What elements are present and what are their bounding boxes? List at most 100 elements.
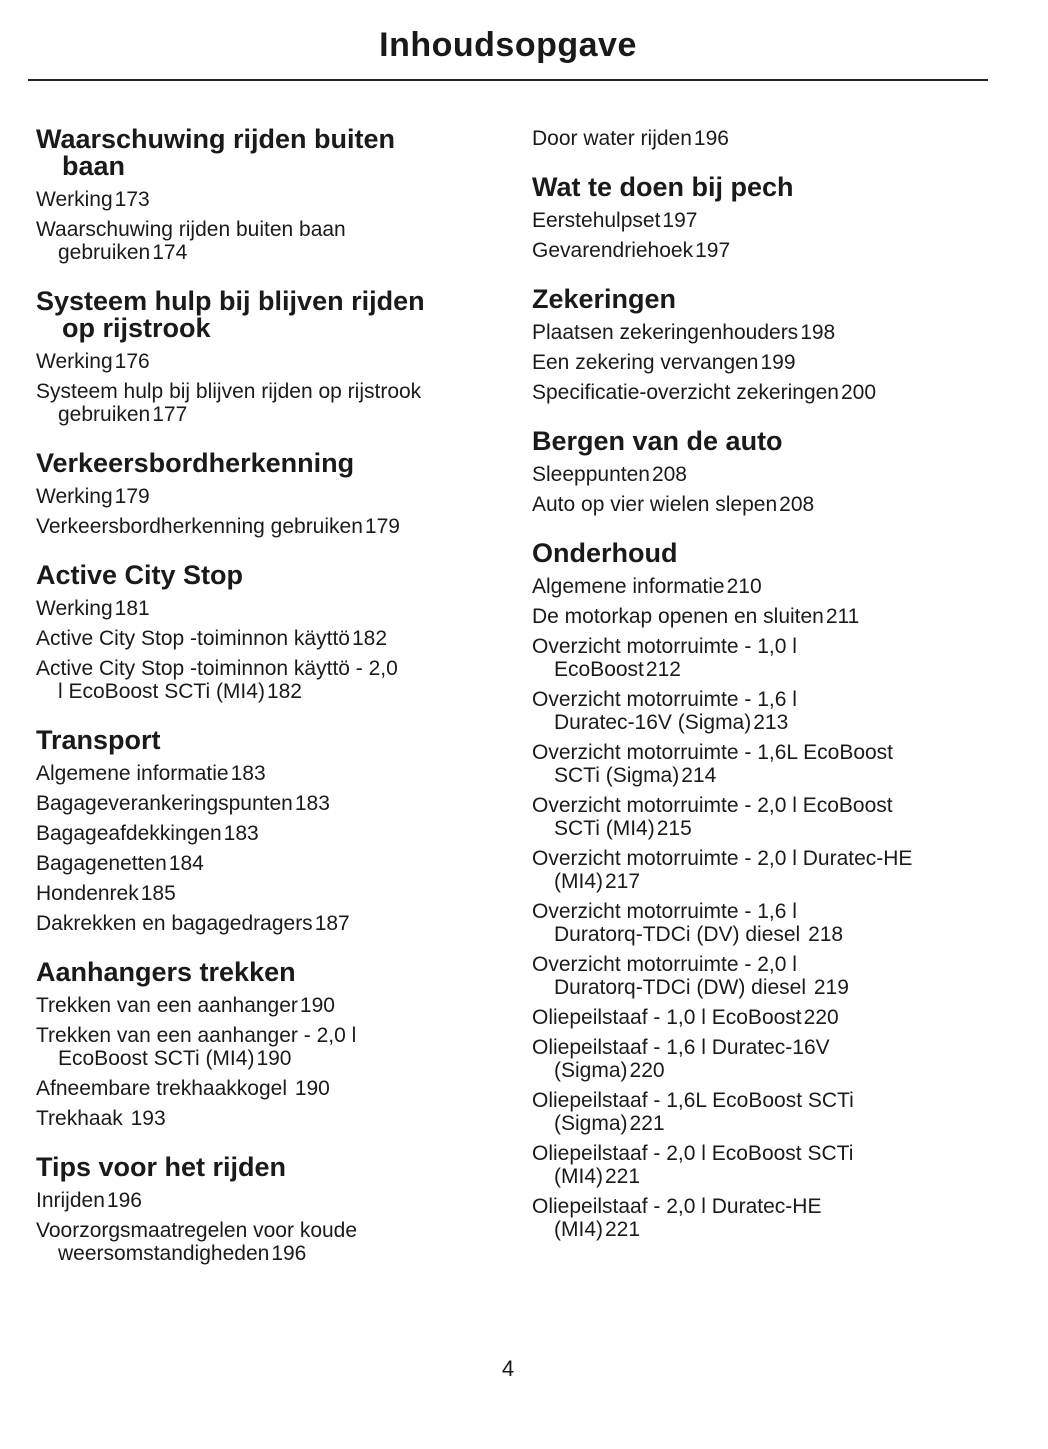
entry-line: Werking176 <box>36 350 484 373</box>
toc-entry[interactable]: Eerstehulpset197 <box>532 209 980 232</box>
toc-entry[interactable]: Gevarendriehoek197 <box>532 239 980 262</box>
toc-entry[interactable]: Bagageafdekkingen183 <box>36 822 484 845</box>
toc-entry[interactable]: Sleeppunten208 <box>532 463 980 486</box>
entry-text: Duratorq-TDCi (DV) diesel <box>554 923 807 946</box>
entry-text: (MI4) <box>554 870 603 893</box>
entry-text: Oliepeilstaaf - 2,0 l Duratec-HE <box>532 1195 822 1218</box>
entry-page: 197 <box>695 239 731 262</box>
entry-page: 213 <box>753 711 789 734</box>
entry-page: 217 <box>605 870 641 893</box>
entry-page: 190 <box>256 1047 292 1070</box>
entry-page: 179 <box>364 515 400 538</box>
toc-entry[interactable]: Werking176 <box>36 350 484 373</box>
entry-text: Een zekering vervangen <box>532 351 759 374</box>
entry-text: Overzicht motorruimte - 1,6 l <box>532 688 797 711</box>
toc-entry[interactable]: Trekken van een aanhanger190 <box>36 994 484 1017</box>
entry-line: Duratorq-TDCi (DV) diesel 218 <box>532 923 980 946</box>
toc-entry[interactable]: Trekken van een aanhanger - 2,0 l EcoBoos… <box>36 1024 484 1070</box>
toc-entry[interactable]: Bagageverankeringspunten183 <box>36 792 484 815</box>
toc-entry[interactable]: Systeem hulp bij blijven rijden op rijst… <box>36 380 484 426</box>
toc-entry[interactable]: Afneembare trekhaakkogel 190 <box>36 1077 484 1100</box>
entry-text: Werking <box>36 597 113 620</box>
toc-entry[interactable]: Auto op vier wielen slepen208 <box>532 493 980 516</box>
entry-text: Trekken van een aanhanger <box>36 994 298 1017</box>
entry-text: (Sigma) <box>554 1112 628 1135</box>
entry-line: Active City Stop -toiminnon käyttö182 <box>36 627 484 650</box>
section-heading: Verkeersbordherkenning <box>36 450 484 477</box>
entry-line: Gevarendriehoek197 <box>532 239 980 262</box>
toc-entry[interactable]: Overzicht motorruimte - 1,0 l EcoBoost212 <box>532 635 980 681</box>
entry-page: 199 <box>760 351 796 374</box>
title-divider <box>28 79 988 81</box>
toc-entry[interactable]: Overzicht motorruimte - 2,0 l EcoBoost SC… <box>532 794 980 840</box>
entry-page: 208 <box>779 493 815 516</box>
entry-page: 198 <box>800 321 836 344</box>
entry-text: Voorzorgsmaatregelen voor koude <box>36 1219 358 1242</box>
entry-page: 200 <box>840 381 877 404</box>
entry-line: Werking173 <box>36 188 484 211</box>
entry-text: Oliepeilstaaf - 1,0 l EcoBoost <box>532 1006 802 1029</box>
toc-entry[interactable]: Dakrekken en bagagedragers187 <box>36 912 484 935</box>
toc-entry[interactable]: Active City Stop -toiminnon käyttö182 <box>36 627 484 650</box>
entry-page: 218 <box>808 923 844 946</box>
section-heading: Waarschuwing rijden buiten baan <box>36 126 484 180</box>
toc-entry[interactable]: Algemene informatie210 <box>532 575 980 598</box>
entry-page: 197 <box>662 209 698 232</box>
entry-line: Plaatsen zekeringenhouders198 <box>532 321 980 344</box>
toc-entry[interactable]: Verkeersbordherkenning gebruiken179 <box>36 515 484 538</box>
entry-page: 221 <box>605 1218 641 1241</box>
entry-page: 187 <box>314 912 350 935</box>
entry-text: Afneembare trekhaakkogel <box>36 1077 293 1100</box>
entry-text: Bagageafdekkingen <box>36 822 222 845</box>
toc-entry[interactable]: Waarschuwing rijden buiten baan gebruiken… <box>36 218 484 264</box>
toc-entry[interactable]: Oliepeilstaaf - 2,0 l Duratec-HE (MI4)221 <box>532 1195 980 1241</box>
entry-page: 193 <box>130 1107 166 1130</box>
toc-entry[interactable]: De motorkap openen en sluiten211 <box>532 605 980 628</box>
toc-entry[interactable]: Algemene informatie183 <box>36 762 484 785</box>
entry-text: Overzicht motorruimte - 2,0 l Duratec-HE <box>532 847 913 870</box>
heading-line: op rijstrook <box>62 313 211 343</box>
toc-section: Wat te doen bij pech Eerstehulpset197 Geva… <box>532 174 980 263</box>
toc-right-column: Door water rijden196 Wat te doen bij pech… <box>532 127 980 1265</box>
entry-line: Duratorq-TDCi (DW) diesel 219 <box>532 976 980 999</box>
toc-entry[interactable]: Overzicht motorruimte - 2,0 l Duratec-HE… <box>532 847 980 893</box>
entry-page: 179 <box>114 485 150 508</box>
toc-entry[interactable]: Bagagenetten184 <box>36 852 484 875</box>
entry-line: Inrijden196 <box>36 1189 484 1212</box>
toc-entry[interactable]: Oliepeilstaaf - 1,0 l EcoBoost220 <box>532 1006 980 1029</box>
toc-section: Waarschuwing rijden buiten baan Werking173… <box>36 126 484 265</box>
toc-entry[interactable]: Overzicht motorruimte - 1,6L EcoBoost SCT… <box>532 741 980 787</box>
toc-entry[interactable]: Werking179 <box>36 485 484 508</box>
toc-entry[interactable]: Door water rijden196 <box>532 127 980 150</box>
entry-line: Verkeersbordherkenning gebruiken179 <box>36 515 484 538</box>
toc-entry[interactable]: Trekhaak 193 <box>36 1107 484 1130</box>
toc-entry[interactable]: Overzicht motorruimte - 1,6 l Duratorq-TD… <box>532 900 980 946</box>
toc-entry[interactable]: Werking173 <box>36 188 484 211</box>
toc-entry[interactable]: Plaatsen zekeringenhouders198 <box>532 321 980 344</box>
toc-entry[interactable]: Overzicht motorruimte - 1,6 l Duratec-16V… <box>532 688 980 734</box>
toc-entry[interactable]: Overzicht motorruimte - 2,0 l Duratorq-TD… <box>532 953 980 999</box>
toc-entry[interactable]: Een zekering vervangen199 <box>532 351 980 374</box>
heading-line: Aanhangers trekken <box>36 957 296 987</box>
entry-text: Systeem hulp bij blijven rijden op rijst… <box>36 380 422 403</box>
entry-text: Oliepeilstaaf - 1,6 l Duratec-16V <box>532 1036 830 1059</box>
toc-entry[interactable]: Oliepeilstaaf - 1,6L EcoBoost SCTi (Sigma… <box>532 1089 980 1135</box>
entry-text: Hondenrek <box>36 882 139 905</box>
toc-entry[interactable]: Specificatie-overzicht zekeringen200 <box>532 381 980 404</box>
entry-text: SCTi (MI4) <box>554 817 655 840</box>
toc-entry[interactable]: Hondenrek185 <box>36 882 484 905</box>
entry-text: Specificatie-overzicht zekeringen <box>532 381 839 404</box>
toc-entry[interactable]: Werking181 <box>36 597 484 620</box>
page-number: 4 <box>501 1356 515 1381</box>
toc-entry[interactable]: Inrijden196 <box>36 1189 484 1212</box>
toc-entry[interactable]: Oliepeilstaaf - 1,6 l Duratec-16V (Sigma)… <box>532 1036 980 1082</box>
toc-entry[interactable]: Oliepeilstaaf - 2,0 l EcoBoost SCTi (MI4)… <box>532 1142 980 1188</box>
entry-line: Sleeppunten208 <box>532 463 980 486</box>
entry-text: gebruiken <box>58 403 151 426</box>
entry-page: 176 <box>114 350 150 373</box>
entry-line: weersomstandigheden196 <box>36 1242 484 1265</box>
toc-entry[interactable]: Active City Stop -toiminnon käyttö - 2,0… <box>36 657 484 703</box>
toc-entry[interactable]: Voorzorgsmaatregelen voor koude weersomst… <box>36 1219 484 1265</box>
toc-section: Systeem hulp bij blijven rijden op rijstr… <box>36 288 484 427</box>
entry-page: 214 <box>681 764 717 787</box>
